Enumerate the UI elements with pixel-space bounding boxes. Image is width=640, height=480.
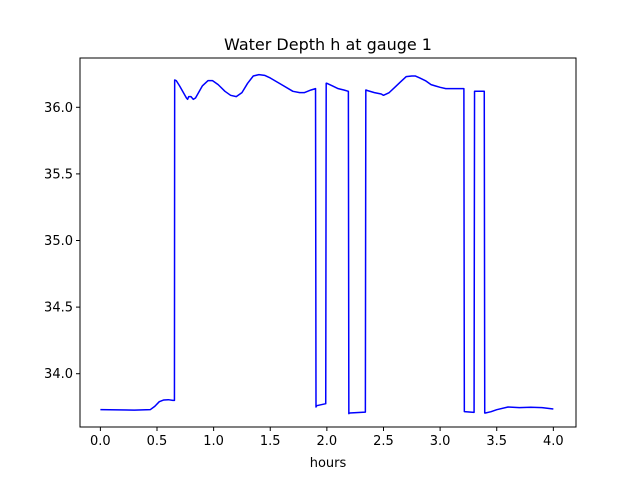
- x-tick-label: 1.5: [260, 434, 281, 449]
- x-axis: 0.0 0.5 1.0 1.5 2.0 2.5 3.0 3.5 4.0: [90, 427, 564, 449]
- x-tick-label: 3.5: [486, 434, 507, 449]
- x-tick-label: 3.0: [430, 434, 451, 449]
- x-tick-label: 4.0: [543, 434, 564, 449]
- y-tick-label: 36.0: [44, 101, 73, 116]
- y-tick-label: 35.5: [44, 167, 73, 182]
- x-tick-label: 2.5: [373, 434, 394, 449]
- plot-area: [79, 57, 577, 428]
- x-tick-label: 0.5: [147, 434, 168, 449]
- y-axis: 34.0 34.5 35.0 35.5 36.0: [44, 101, 80, 382]
- x-tick-label: 1.0: [203, 434, 224, 449]
- y-tick-label: 34.5: [44, 301, 73, 316]
- x-tick-label: 2.0: [317, 434, 338, 449]
- x-axis-label: hours: [310, 456, 347, 471]
- y-tick-label: 34.0: [44, 367, 73, 382]
- x-tick-label: 0.0: [90, 434, 111, 449]
- axes-frame: [79, 57, 577, 428]
- series-line: [100, 73, 554, 415]
- chart-title: Water Depth h at gauge 1: [224, 35, 432, 54]
- y-tick-label: 35.0: [44, 234, 73, 249]
